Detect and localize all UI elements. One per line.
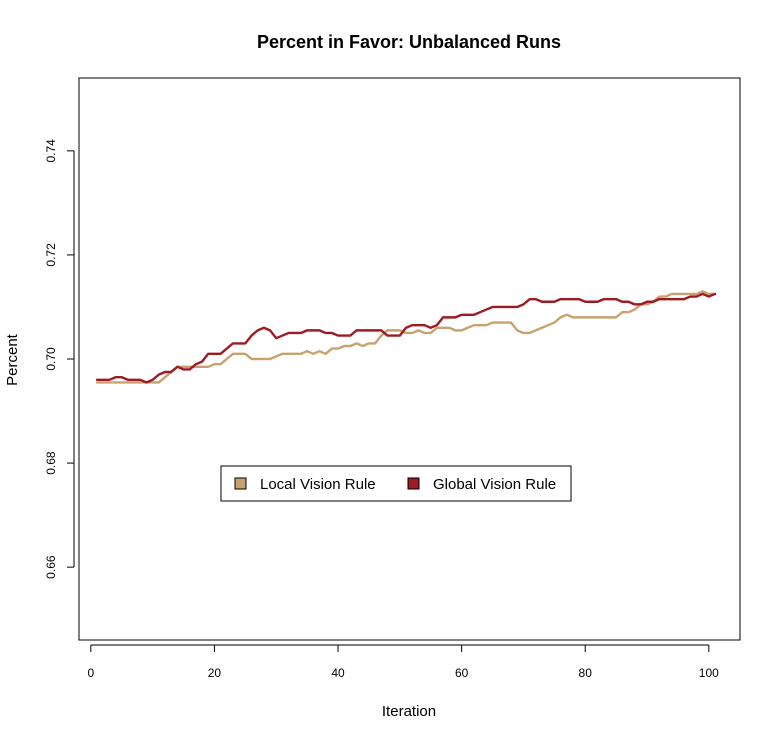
x-tick-label: 40 bbox=[331, 666, 345, 680]
x-tick-label: 0 bbox=[87, 666, 94, 680]
chart-title: Percent in Favor: Unbalanced Runs bbox=[257, 32, 561, 52]
legend-label-global: Global Vision Rule bbox=[433, 476, 556, 493]
x-tick-label: 100 bbox=[699, 666, 719, 680]
plot-frame bbox=[78, 77, 741, 641]
legend: Local Vision Rule Global Vision Rule bbox=[220, 465, 572, 502]
x-tick-label: 80 bbox=[579, 666, 593, 680]
x-tick-label: 20 bbox=[208, 666, 222, 680]
y-axis: 0.66 0.68 0.70 0.72 0.74 bbox=[44, 139, 75, 579]
series-line-global-vision-rule bbox=[95, 292, 717, 384]
y-tick-label: 0.72 bbox=[44, 243, 58, 267]
y-tick-label: 0.66 bbox=[44, 555, 58, 579]
x-tick-label: 60 bbox=[455, 666, 469, 680]
legend-label-local: Local Vision Rule bbox=[260, 476, 376, 493]
y-tick-label: 0.68 bbox=[44, 451, 58, 475]
legend-swatch-global bbox=[407, 477, 420, 490]
y-tick-label: 0.74 bbox=[44, 139, 58, 163]
x-axis-label: Iteration bbox=[382, 703, 436, 720]
y-tick-label: 0.70 bbox=[44, 347, 58, 371]
y-axis-label: Percent bbox=[4, 333, 21, 386]
legend-swatch-local bbox=[234, 477, 247, 490]
legend-box bbox=[220, 465, 572, 502]
series-line-local-vision-rule bbox=[95, 290, 717, 384]
series-layer bbox=[95, 290, 717, 384]
x-axis: 0 20 40 60 80 100 bbox=[87, 644, 719, 680]
